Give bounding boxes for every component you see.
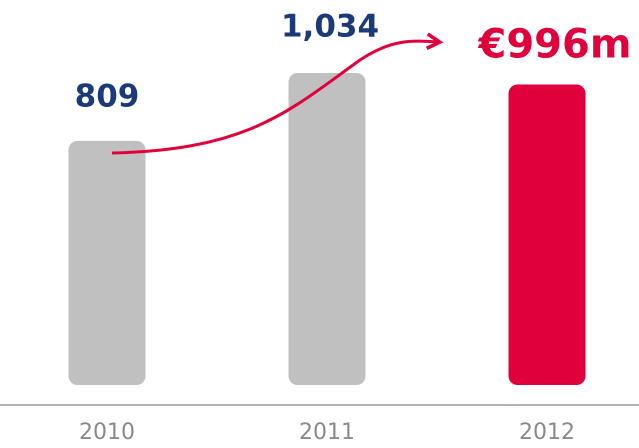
x-tick-label: 2010 [79,420,135,445]
x-tick-label: 2011 [299,420,355,445]
value-label: 809 [75,78,140,114]
value-label: €996m [477,21,631,67]
bar [288,73,366,385]
value-label: 1,034 [281,9,379,45]
trend-arrow [111,32,444,155]
bar [508,84,586,385]
bar [68,140,146,385]
x-tick-label: 2012 [519,420,575,445]
